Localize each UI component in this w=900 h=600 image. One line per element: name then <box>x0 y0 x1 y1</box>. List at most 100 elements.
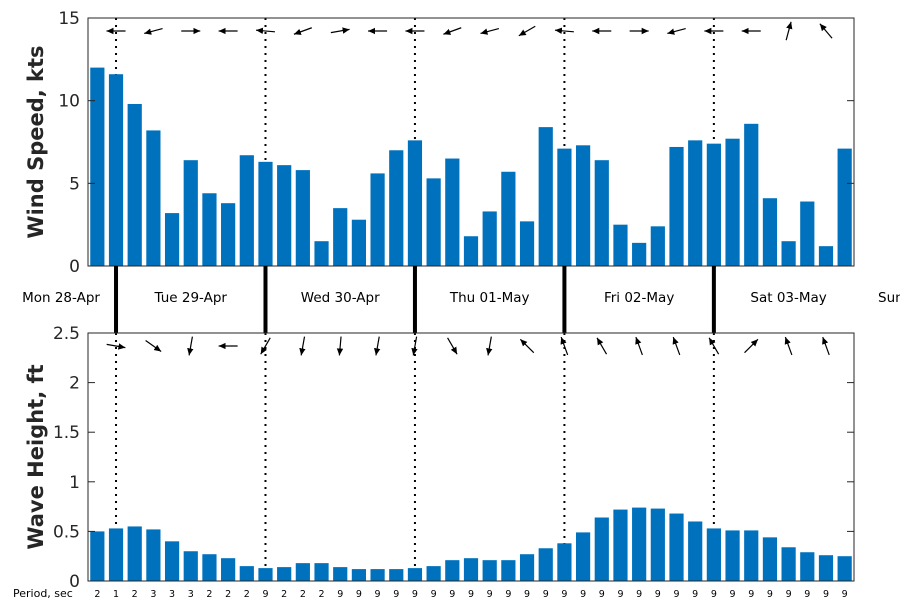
day-label: Mon 28-Apr <box>22 290 100 306</box>
wave-bar <box>258 568 273 581</box>
wind-bar <box>725 138 740 266</box>
wind-bar <box>164 213 180 266</box>
wave-bar <box>389 569 404 581</box>
wave-bar <box>221 558 236 581</box>
period-value: 9 <box>655 589 661 600</box>
wind-direction-arrow <box>144 27 163 35</box>
wind-axes-box <box>87 17 855 267</box>
period-value: 9 <box>804 589 810 600</box>
wind-bar <box>688 140 703 266</box>
wave-bar <box>183 551 198 581</box>
wind-y-axis-label: Wind Speed, kts <box>24 45 48 238</box>
wind-direction-arrows <box>106 21 833 41</box>
wind-direction-arrow <box>554 27 574 34</box>
wave-direction-arrows <box>106 336 830 356</box>
wind-ytick-label: 15 <box>58 9 80 29</box>
wind-bar <box>706 143 721 266</box>
wave-bar <box>108 528 124 581</box>
wind-bar <box>202 193 217 266</box>
wind-direction-arrow <box>518 25 536 37</box>
wind-bar <box>557 148 572 266</box>
wave-direction-arrow <box>447 337 458 355</box>
period-value: 9 <box>449 589 455 600</box>
wave-bar <box>90 531 105 581</box>
wave-direction-arrow <box>260 337 271 355</box>
period-value: 2 <box>319 589 325 600</box>
wind-bar <box>800 201 815 266</box>
wave-direction-arrow <box>145 340 162 352</box>
period-value: 9 <box>468 589 474 600</box>
wave-direction-arrow <box>708 337 720 355</box>
period-value: 9 <box>375 589 381 600</box>
wave-ytick-label: 1.5 <box>53 423 80 443</box>
wind-bar <box>669 146 684 266</box>
period-value: 9 <box>543 589 549 600</box>
wind-bar <box>351 219 367 266</box>
period-value: 9 <box>487 589 493 600</box>
wave-bar <box>314 563 329 581</box>
wind-direction-arrow <box>330 27 350 34</box>
wind-bar <box>389 150 404 266</box>
wind-direction-arrow <box>819 23 833 39</box>
wind-bar <box>221 203 236 266</box>
wave-bar <box>519 554 535 581</box>
wind-bar <box>837 148 852 266</box>
day-label: Tue 29-Apr <box>154 290 228 306</box>
wind-bar <box>594 160 609 266</box>
wind-bar <box>575 145 591 266</box>
wave-bar <box>370 569 385 581</box>
wave-ytick-label: 0 <box>69 572 80 592</box>
period-value: 9 <box>337 589 343 600</box>
wave-direction-arrow <box>299 336 306 356</box>
wind-bar <box>519 221 535 266</box>
period-value: 9 <box>748 589 754 600</box>
wave-bar <box>239 566 254 581</box>
wind-bar <box>650 226 665 266</box>
wave-y-axis-label: Wave Height, ft <box>24 364 48 549</box>
period-value: 9 <box>636 589 642 600</box>
wind-bar <box>482 211 497 266</box>
wind-panel: 0 5 10 15 Wind Speed, kts <box>24 9 855 277</box>
wave-bar <box>688 521 703 581</box>
wave-ytick-label: 1 <box>69 473 80 493</box>
wave-bar <box>725 530 740 581</box>
wave-direction-arrow <box>672 336 681 356</box>
period-value: 3 <box>169 589 175 600</box>
wind-bar <box>146 130 161 266</box>
period-value: 9 <box>599 589 605 600</box>
period-value: 9 <box>262 589 268 600</box>
wind-bars <box>90 67 852 267</box>
wave-direction-arrow <box>519 338 535 354</box>
wave-bar <box>744 530 759 581</box>
wind-bar <box>90 67 105 266</box>
period-value: 9 <box>730 589 736 600</box>
wind-bar <box>183 160 198 266</box>
period-value: 9 <box>842 589 848 600</box>
wind-bar <box>127 103 142 267</box>
wave-direction-arrow <box>411 336 418 356</box>
period-value: 2 <box>94 589 100 600</box>
wave-bar <box>482 560 497 581</box>
wave-bar <box>669 513 684 581</box>
period-value: 9 <box>767 589 773 600</box>
wave-ytick-label: 0.5 <box>53 522 80 542</box>
wind-direction-arrow <box>293 27 312 35</box>
wave-direction-arrow <box>336 336 344 356</box>
wave-bar <box>650 508 665 581</box>
wind-direction-arrow <box>785 21 793 41</box>
wave-bar <box>613 509 628 581</box>
wind-bar <box>333 208 348 266</box>
wave-bar <box>557 543 572 581</box>
period-value: 2 <box>206 589 212 600</box>
wave-direction-arrow <box>373 336 381 356</box>
wave-bar <box>538 548 553 581</box>
wind-bar <box>108 74 124 266</box>
period-value: 9 <box>580 589 586 600</box>
wind-bar <box>445 158 460 266</box>
wave-bar <box>295 563 310 581</box>
period-value: 9 <box>431 589 437 600</box>
wind-ytick-label: 5 <box>69 174 80 194</box>
period-value: 9 <box>711 589 717 600</box>
wave-ytick-label: 2 <box>69 374 80 394</box>
